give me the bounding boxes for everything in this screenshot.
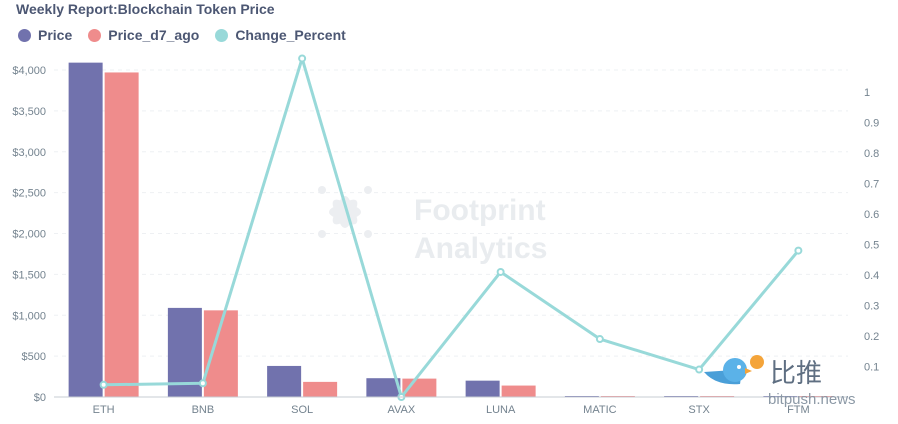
bitpush-watermark-url: bitpush.news	[768, 391, 856, 408]
bar-price-d7-ago-sol[interactable]	[303, 381, 338, 397]
legend-item-price[interactable]: Price	[18, 27, 72, 43]
bar-price-d7-ago-eth[interactable]	[104, 72, 139, 397]
footprint-watermark: Footprint Analytics	[318, 186, 547, 265]
y-left-tick-label: $0	[34, 392, 46, 404]
bars	[68, 62, 834, 398]
legend-swatch-price	[18, 28, 31, 42]
y-left-tick-label: $2,500	[12, 188, 46, 200]
y-right-tick-label: 0.1	[864, 362, 879, 374]
x-tick-label: FTM	[787, 404, 810, 416]
y-right-tick-label: 0.8	[864, 148, 879, 160]
chart-title: Weekly Report:Blockchain Token Price	[16, 1, 275, 17]
x-tick-label: LUNA	[486, 404, 516, 416]
bitpush-watermark: 比推 bitpush.news	[704, 355, 856, 408]
y-right-tick-label: 0.6	[864, 209, 879, 221]
line-change-percent[interactable]	[103, 56, 800, 399]
legend: Price Price_d7_ago Change_Percent	[18, 27, 346, 43]
y-left-tick-label: $1,500	[12, 269, 46, 281]
footprint-watermark-line2: Analytics	[414, 232, 547, 265]
x-tick-label: STX	[688, 404, 710, 416]
legend-swatch-change-percent	[215, 28, 229, 42]
y-right-tick-label: 0.9	[864, 118, 879, 130]
legend-item-change-percent[interactable]: Change_Percent	[215, 27, 346, 43]
change-percent-line	[99, 54, 803, 401]
y-left-tick-label: $3,000	[12, 147, 46, 159]
footprint-logo-icon	[318, 186, 372, 238]
bar-price-luna[interactable]	[465, 380, 500, 397]
legend-label-change-percent: Change_Percent	[235, 27, 346, 43]
point-change-percent-ftm[interactable]	[794, 246, 803, 255]
bar-price-avax[interactable]	[366, 378, 401, 397]
y-right-tick-label: 0.2	[864, 331, 879, 343]
bird-logo-icon	[704, 355, 764, 385]
y-left-tick-label: $4,000	[12, 65, 46, 77]
bitpush-watermark-cn: 比推	[770, 358, 822, 388]
x-tick-label: SOL	[291, 404, 313, 416]
legend-item-price-d7-ago[interactable]: Price_d7_ago	[88, 27, 199, 43]
x-tick-label: BNB	[192, 404, 215, 416]
x-tick-label: MATIC	[583, 404, 616, 416]
legend-swatch-price-d7-ago	[88, 28, 102, 42]
axes: $0 $500 $1,000 $1,500 $2,000 $2,500 $3,000 $3,5…	[12, 65, 879, 416]
x-tick-label: AVAX	[388, 404, 416, 416]
point-change-percent-bnb[interactable]	[198, 379, 207, 388]
y-right-tick-label: 0.4	[864, 270, 879, 282]
bar-price-sol[interactable]	[267, 365, 302, 397]
point-change-percent-stx[interactable]	[695, 365, 704, 374]
y-right-tick-label: 0.5	[864, 240, 879, 252]
legend-label-price: Price	[38, 27, 73, 43]
bar-price-eth[interactable]	[68, 62, 103, 398]
legend-label-price-d7-ago: Price_d7_ago	[108, 27, 200, 43]
y-left-tick-label: $2,000	[12, 229, 46, 241]
footprint-watermark-line1: Footprint	[414, 194, 546, 227]
point-change-percent-matic[interactable]	[595, 335, 604, 344]
y-left-tick-label: $1,000	[12, 310, 46, 322]
bar-price-d7-ago-luna[interactable]	[501, 385, 536, 397]
y-right-tick-label: 1	[864, 87, 870, 99]
y-right-tick-label: 0.3	[864, 301, 879, 313]
y-right-tick-label: 0.7	[864, 179, 879, 191]
point-change-percent-eth[interactable]	[99, 380, 108, 389]
point-change-percent-luna[interactable]	[496, 267, 505, 276]
point-change-percent-sol[interactable]	[298, 54, 307, 63]
y-left-tick-label: $500	[22, 351, 46, 363]
y-left-tick-label: $3,500	[12, 106, 46, 118]
x-tick-label: ETH	[93, 404, 115, 416]
